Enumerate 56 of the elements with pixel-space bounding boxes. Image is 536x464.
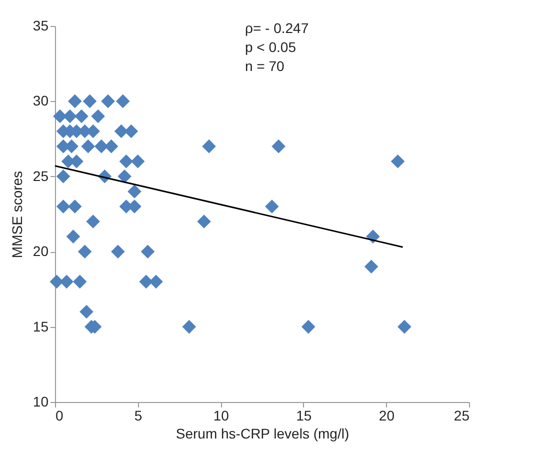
annotation: ρ= - 0.247 <box>245 20 309 36</box>
point <box>197 214 211 228</box>
point <box>128 184 142 198</box>
point <box>86 214 100 228</box>
point <box>91 109 105 124</box>
y-tick-label: 10 <box>32 394 49 410</box>
y-tick-label: 30 <box>32 92 49 109</box>
point <box>398 320 412 334</box>
point <box>81 139 96 154</box>
point <box>63 109 77 124</box>
point <box>139 274 153 289</box>
y-tick-label: 35 <box>32 18 49 34</box>
point <box>94 139 108 154</box>
y-tick-label: 25 <box>32 168 49 184</box>
point <box>149 274 163 289</box>
point <box>130 154 145 168</box>
x-tick-label: 15 <box>296 408 312 424</box>
point <box>101 94 115 108</box>
y-tick-label: 15 <box>32 318 49 334</box>
x-tick-label: 10 <box>213 408 230 424</box>
point <box>202 139 216 154</box>
point <box>265 200 279 214</box>
annotation: p < 0.05 <box>245 39 296 55</box>
y-tick-label: 20 <box>32 243 49 260</box>
point <box>66 230 80 244</box>
point <box>272 139 286 154</box>
point <box>50 274 64 289</box>
point <box>182 320 196 334</box>
point <box>124 124 138 138</box>
point <box>118 170 132 184</box>
point <box>390 154 405 168</box>
point <box>74 109 88 124</box>
point <box>364 260 378 274</box>
x-tick-label: 5 <box>134 408 142 424</box>
point <box>78 244 92 258</box>
point <box>301 320 316 334</box>
point <box>82 94 97 108</box>
x-tick-label: 0 <box>56 408 64 424</box>
y-axis-title: MMSE scores <box>8 170 25 258</box>
annotation: n = 70 <box>245 58 285 74</box>
point <box>72 274 87 289</box>
point <box>140 244 155 258</box>
point <box>104 139 118 154</box>
x-tick-label: 25 <box>454 408 470 424</box>
point <box>60 274 74 289</box>
point <box>53 109 67 124</box>
point <box>116 94 130 108</box>
x-tick-label: 20 <box>378 408 395 424</box>
point <box>80 304 94 319</box>
point <box>68 200 82 214</box>
point <box>56 170 70 184</box>
point <box>56 200 70 214</box>
point <box>111 244 125 258</box>
point <box>119 154 134 168</box>
x-axis-title: Serum hs-CRP levels (mg/l) <box>176 426 350 442</box>
point <box>68 94 82 108</box>
